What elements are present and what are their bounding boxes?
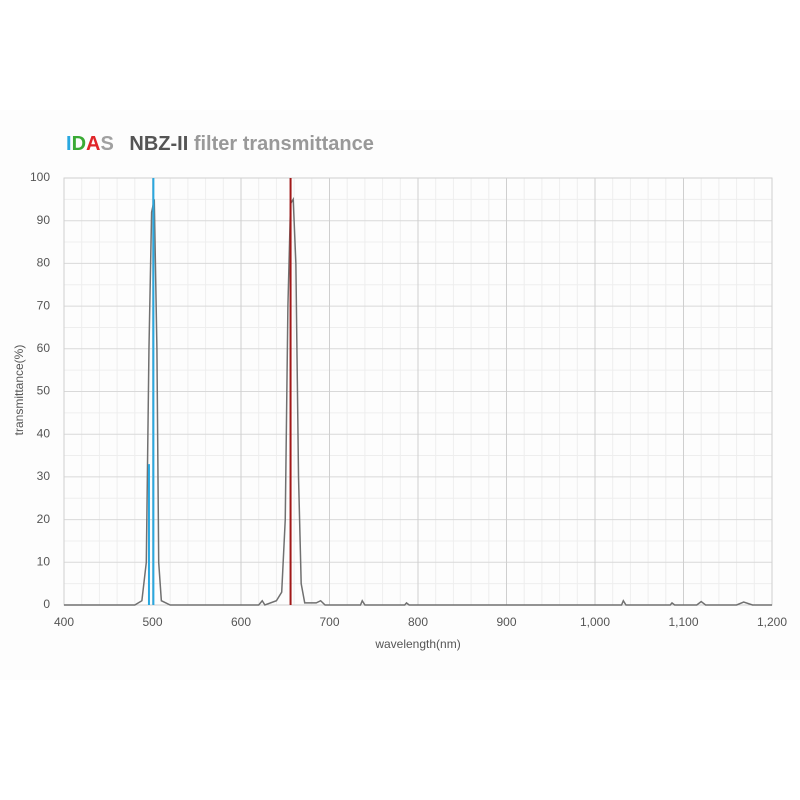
x-tick-label: 800: [408, 615, 428, 629]
y-tick-label: 10: [37, 554, 51, 568]
y-tick-label: 90: [37, 213, 51, 227]
y-tick-label: 30: [37, 469, 51, 483]
y-tick-label: 50: [37, 384, 51, 398]
title-text: filter transmittance: [194, 133, 374, 155]
y-tick-label: 100: [30, 170, 50, 184]
y-tick-label: 70: [37, 298, 51, 312]
x-tick-label: 1,100: [668, 615, 698, 629]
brand-letter: A: [86, 133, 100, 155]
x-tick-label: 500: [142, 615, 162, 629]
brand-letter: S: [100, 133, 113, 155]
y-axis-label: transmittance(%): [12, 345, 26, 436]
transmittance-curve: [64, 196, 772, 606]
brand-letter: I: [66, 133, 72, 155]
x-tick-label: 1,000: [580, 615, 610, 629]
y-tick-label: 60: [37, 341, 51, 355]
y-tick-label: 0: [43, 597, 50, 611]
brand-letter: D: [72, 133, 86, 155]
x-tick-label: 700: [319, 615, 339, 629]
model-name: NBZ-II: [129, 133, 188, 155]
x-tick-label: 600: [231, 615, 251, 629]
y-tick-label: 20: [37, 512, 51, 526]
x-axis-label: wavelength(nm): [374, 637, 460, 651]
x-tick-label: 900: [496, 615, 516, 629]
x-tick-label: 400: [54, 615, 74, 629]
y-tick-label: 80: [37, 256, 51, 270]
chart-title: IDAS NBZ-II filter transmittance: [66, 133, 374, 155]
y-tick-label: 40: [37, 426, 51, 440]
x-tick-label: 1,200: [757, 615, 787, 629]
